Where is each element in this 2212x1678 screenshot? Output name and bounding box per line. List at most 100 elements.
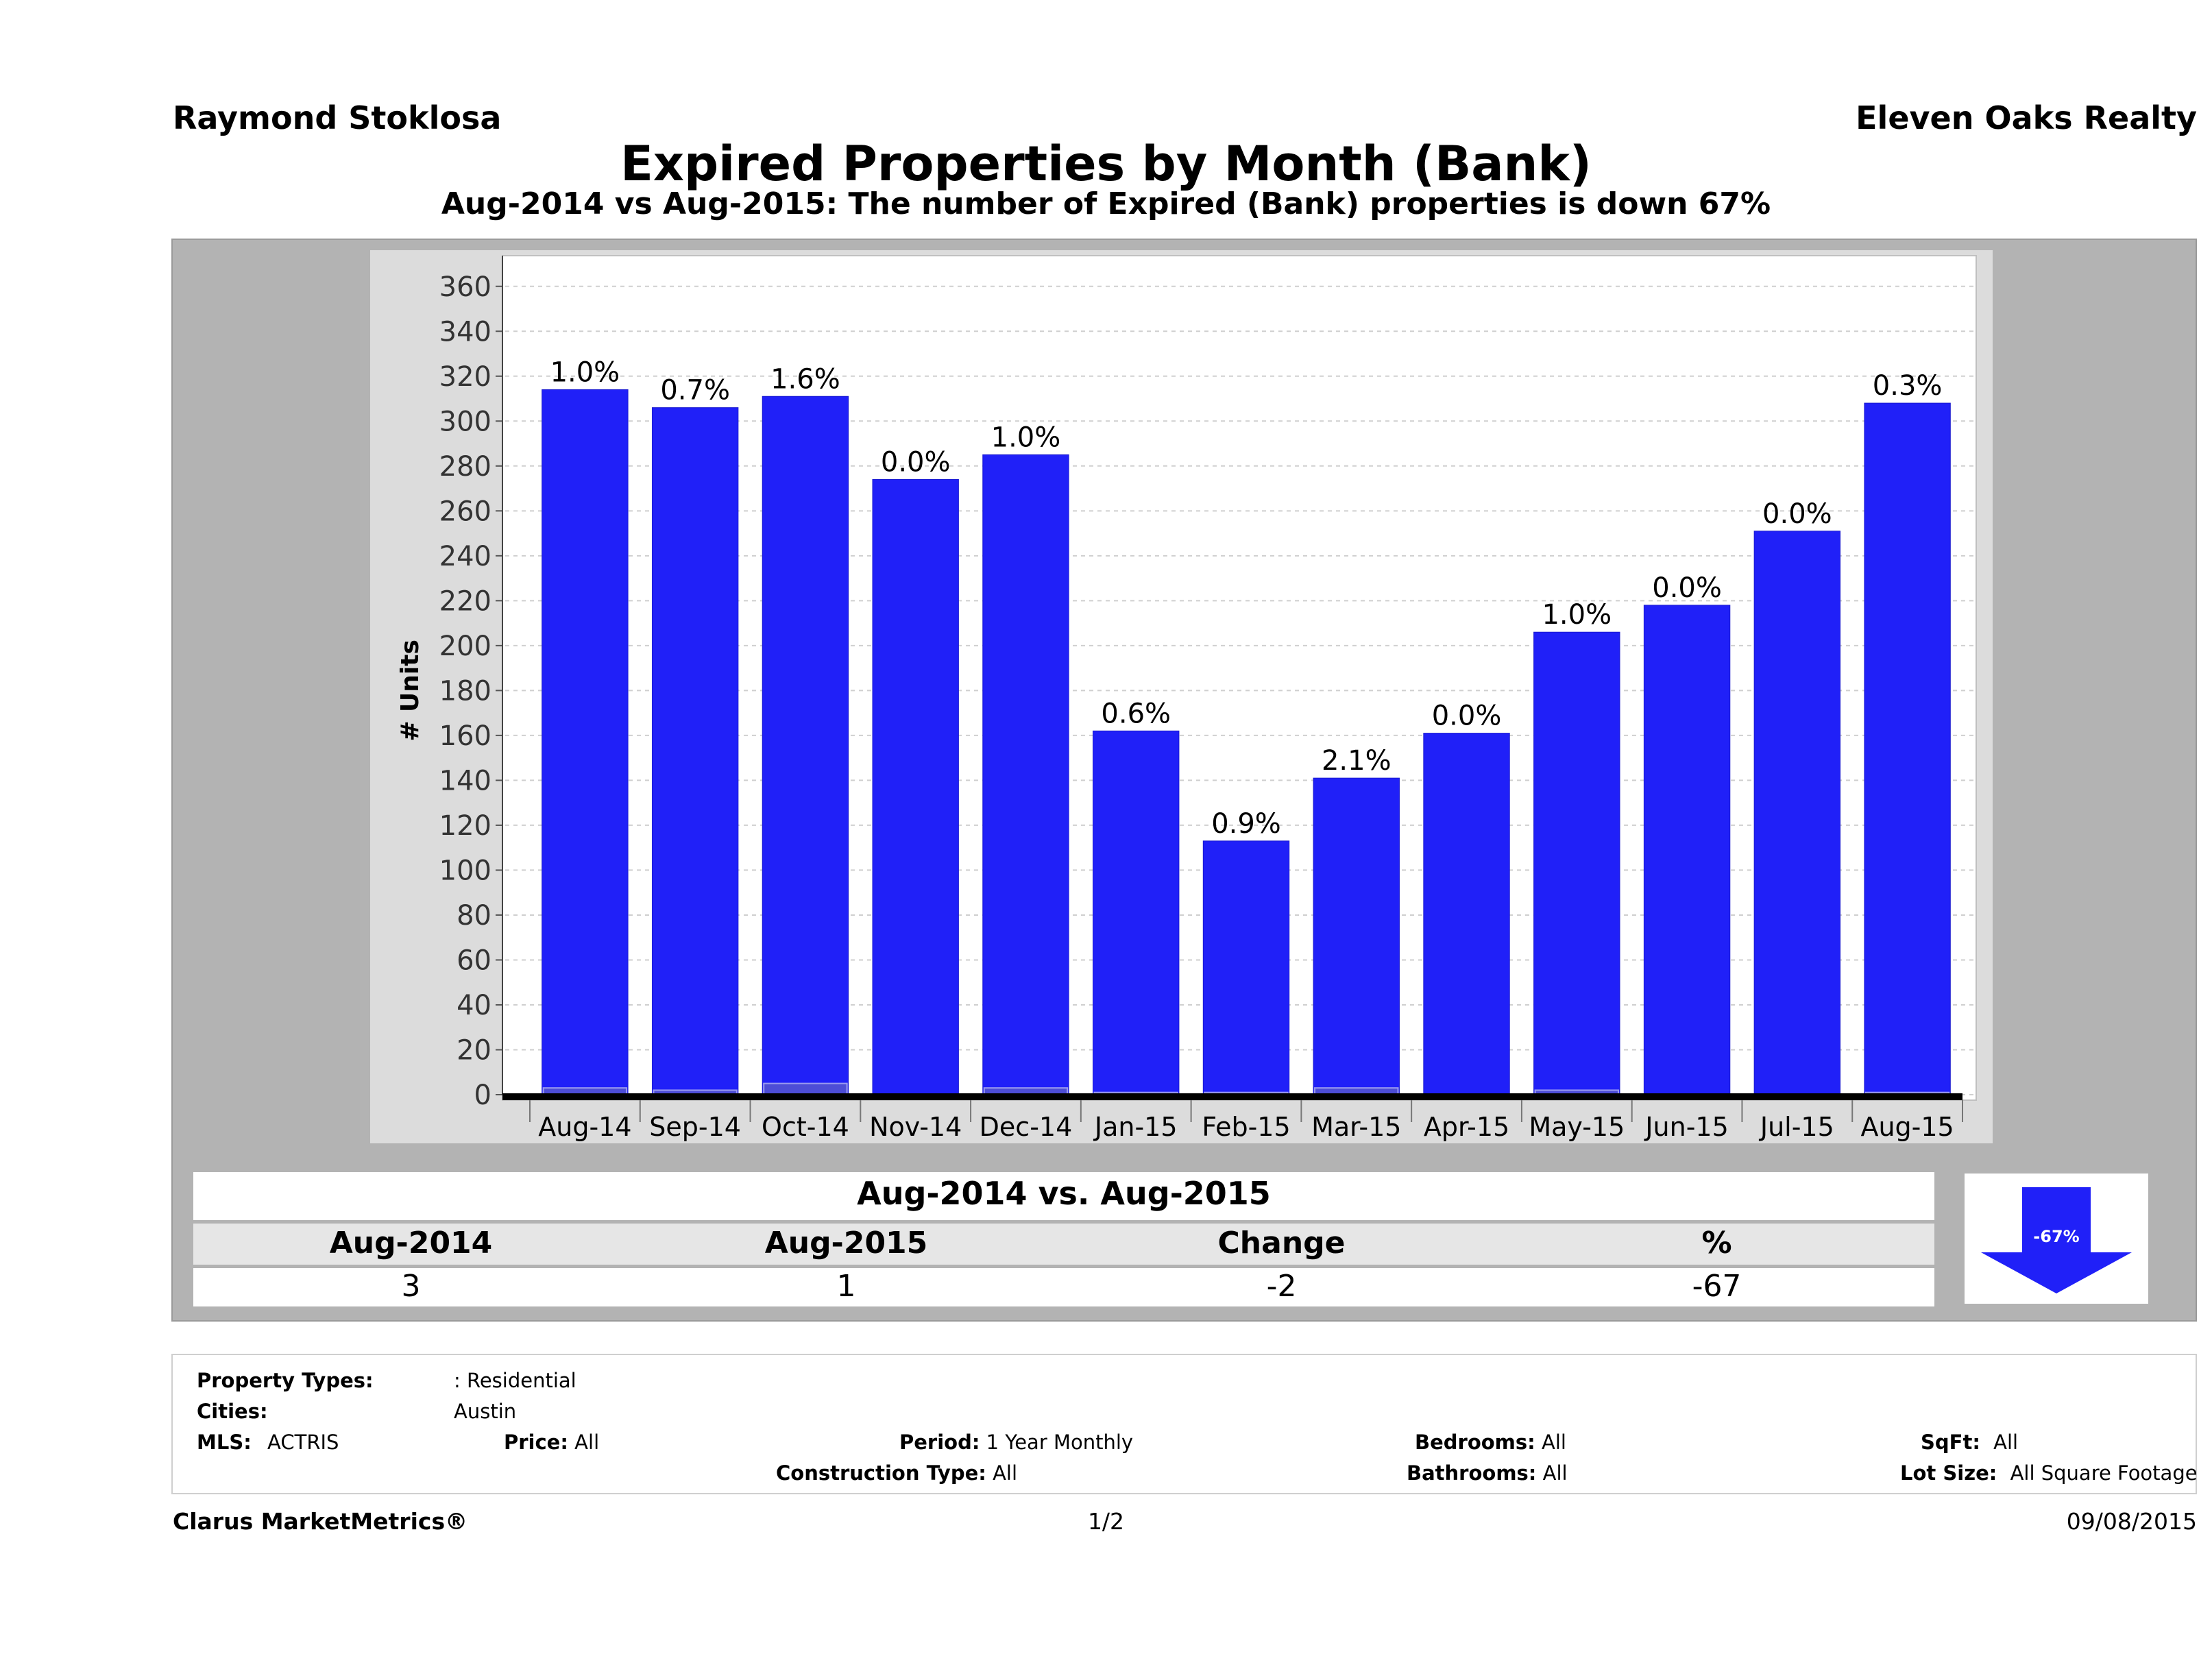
y-tick-label: 80 (457, 900, 491, 932)
bar (1753, 531, 1841, 1095)
bar (1093, 730, 1180, 1095)
bar (762, 396, 849, 1095)
x-tick-label: Apr-15 (1424, 1112, 1509, 1142)
summary-header-change: Change (1217, 1226, 1346, 1261)
bar (651, 407, 739, 1095)
x-tick-label: Aug-15 (1860, 1112, 1954, 1142)
bar-chart: 0 20 40 60 80 100 120 140 160 180 200 220 240 260 280 3… (396, 255, 1977, 1142)
x-tick-label: Oct-14 (762, 1112, 849, 1142)
bar (542, 389, 629, 1095)
bar-data-label: 0.0% (1652, 572, 1722, 604)
bar (1643, 605, 1731, 1095)
x-tick-label: Jun-15 (1644, 1112, 1728, 1142)
bar (1533, 631, 1620, 1095)
bedrooms-value: All (1541, 1431, 1566, 1454)
construction-label: Construction Type: (776, 1461, 986, 1485)
y-tick-label: 60 (457, 945, 491, 976)
trend-percent-label: -67% (2033, 1227, 2079, 1246)
bar-data-label: 1.0% (550, 356, 620, 388)
y-tick-label: 260 (439, 496, 491, 527)
bar-data-label: 0.3% (1873, 370, 1943, 402)
y-tick-label: 100 (439, 855, 491, 886)
mls-value: ACTRIS (267, 1431, 339, 1454)
lot-size-value: All Square Footage (2010, 1461, 2198, 1485)
bar-data-label: 0.6% (1101, 698, 1171, 729)
lot-size-label: Lot Size: (1900, 1461, 1997, 1485)
summary-value-aug-2014: 3 (401, 1269, 421, 1304)
summary-value-row (193, 1268, 1934, 1306)
y-tick-label: 220 (439, 585, 491, 617)
y-tick-label: 280 (439, 451, 491, 483)
footer-brand: Clarus MarketMetrics® (173, 1508, 468, 1535)
summary-header-aug-2015: Aug-2015 (764, 1226, 928, 1261)
bar-data-label: 1.0% (1542, 599, 1612, 631)
mls-label: MLS: (197, 1431, 252, 1454)
y-tick-label: 300 (439, 406, 491, 437)
x-tick-label: Sep-14 (649, 1112, 741, 1142)
bar (1864, 402, 1951, 1095)
agent-name: Raymond Stoklosa (173, 99, 502, 136)
cities-label: Cities: (197, 1400, 268, 1423)
period-value: 1 Year Monthly (986, 1431, 1134, 1454)
x-tick-label: Aug-14 (538, 1112, 631, 1142)
x-tick-label: Mar-15 (1311, 1112, 1401, 1142)
bar (1423, 733, 1510, 1095)
bar-data-label: 0.7% (660, 375, 730, 406)
summary-value-aug-2015: 1 (836, 1269, 856, 1304)
price-label: Price: (504, 1431, 568, 1454)
y-tick-label: 360 (439, 271, 491, 303)
summary-title: Aug-2014 vs. Aug-2015 (857, 1175, 1271, 1212)
bar-data-label: 0.9% (1211, 808, 1281, 840)
bar-data-label: 0.0% (1432, 701, 1502, 732)
bar (872, 478, 959, 1095)
bar-data-label: 1.0% (991, 422, 1061, 453)
period-label: Period: (899, 1431, 980, 1454)
property-types-value: : Residential (454, 1369, 576, 1392)
bar (1313, 777, 1400, 1095)
bar (982, 454, 1069, 1095)
report-subtitle: Aug-2014 vs Aug-2015: The number of Expi… (441, 186, 1771, 221)
bathrooms-value: All (1542, 1461, 1568, 1485)
sqft-value: All (1993, 1431, 2019, 1454)
construction-value: All (993, 1461, 1018, 1485)
summary-title-bar (193, 1172, 1934, 1220)
bar-data-label: 2.1% (1322, 745, 1391, 777)
report-title: Expired Properties by Month (Bank) (620, 136, 1592, 192)
x-tick-label: Feb-15 (1202, 1112, 1290, 1142)
x-tick-label: Nov-14 (869, 1112, 962, 1142)
y-tick-label: 20 (457, 1034, 491, 1066)
bar (1202, 840, 1290, 1095)
sqft-label: SqFt: (1921, 1431, 1980, 1454)
y-tick-label: 340 (439, 316, 491, 348)
bar-data-label: 1.6% (770, 363, 840, 395)
y-tick-label: 160 (439, 720, 491, 752)
y-tick-label: 320 (439, 361, 491, 393)
down-arrow-icon: -67% (1981, 1187, 2132, 1293)
company-name: Eleven Oaks Realty (1856, 99, 2197, 136)
summary-value-change: -2 (1266, 1269, 1297, 1304)
summary-header-percent: % (1701, 1226, 1732, 1261)
x-tick-label: Dec-14 (980, 1112, 1073, 1142)
footer-page-number: 1/2 (1087, 1508, 1125, 1535)
y-tick-label: 200 (439, 631, 491, 662)
bathrooms-label: Bathrooms: (1407, 1461, 1537, 1485)
criteria-box: Property Types: : Residential Cities: Au… (171, 1354, 2198, 1494)
price-value: All (574, 1431, 600, 1454)
summary-header-row (193, 1224, 1934, 1265)
x-tick-label: Jan-15 (1093, 1112, 1178, 1142)
trend-indicator: -67% (1965, 1174, 2148, 1304)
bar-data-label: 0.0% (881, 446, 951, 478)
cities-value: Austin (454, 1400, 517, 1423)
y-tick-label: 140 (439, 765, 491, 797)
x-tick-label: Jul-15 (1759, 1112, 1834, 1142)
y-tick-label: 240 (439, 541, 491, 572)
summary-value-percent: -67 (1692, 1269, 1742, 1304)
y-tick-label: 40 (457, 990, 491, 1021)
x-axis (502, 1093, 1962, 1100)
bank-bar (763, 1082, 848, 1095)
x-tick-label: May-15 (1529, 1112, 1625, 1142)
y-tick-label: 180 (439, 675, 491, 707)
y-tick-label: 120 (439, 810, 491, 842)
chart-area: 0 20 40 60 80 100 120 140 160 180 200 220 240 260 280 3… (370, 250, 1993, 1143)
bedrooms-label: Bedrooms: (1415, 1431, 1535, 1454)
